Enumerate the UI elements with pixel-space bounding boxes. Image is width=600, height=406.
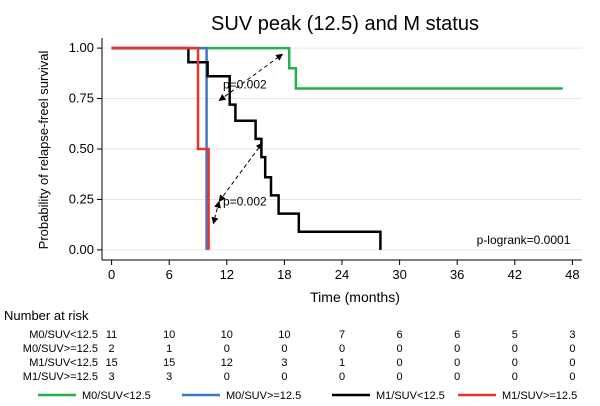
- y-tick-label: 0.00: [69, 242, 94, 257]
- risk-row-label: M0/SUV>=12.5: [23, 343, 98, 355]
- risk-row-label: M1/SUV<12.5: [29, 357, 98, 369]
- x-tick-label: 24: [335, 267, 349, 282]
- risk-row-label: M1/SUV>=12.5: [23, 371, 98, 383]
- x-tick-label: 42: [508, 267, 522, 282]
- risk-cell: 0: [512, 343, 518, 355]
- risk-cell: 0: [397, 371, 403, 383]
- risk-cell: 0: [281, 343, 287, 355]
- risk-cell: 5: [512, 329, 518, 341]
- risk-row-label: M0/SUV<12.5: [29, 329, 98, 341]
- annotation-1: p=0.002: [223, 77, 267, 91]
- legend-label: M1/SUV>=12.5: [502, 390, 577, 402]
- risk-cell: 0: [454, 357, 460, 369]
- comparison-arrow: [211, 200, 221, 225]
- legend-label: M0/SUV<12.5: [82, 390, 151, 402]
- series-line-4: [111, 46, 210, 250]
- x-axis-label: Time (months): [310, 289, 400, 305]
- risk-cell: 0: [569, 343, 575, 355]
- risk-cell: 7: [339, 329, 345, 341]
- risk-cell: 15: [105, 357, 117, 369]
- annotation-2: p=0.002: [223, 194, 267, 208]
- comparison-arrow: [218, 142, 263, 203]
- y-tick-label: 0.25: [69, 191, 94, 206]
- risk-cell: 3: [569, 329, 575, 341]
- risk-cell: 3: [109, 371, 115, 383]
- x-tick-label: 12: [220, 267, 234, 282]
- annotation-3: p-logrank=0.0001: [477, 233, 571, 247]
- x-tick-label: 30: [392, 267, 406, 282]
- comparison-arrow: [218, 53, 284, 101]
- risk-cell: 0: [224, 343, 230, 355]
- series-line-1: [111, 46, 563, 90]
- series-line-3: [111, 46, 382, 250]
- risk-cell: 0: [339, 343, 345, 355]
- risk-cell: 0: [454, 343, 460, 355]
- risk-cell: 0: [339, 371, 345, 383]
- risk-cell: 0: [454, 371, 460, 383]
- risk-cell: 0: [397, 357, 403, 369]
- risk-cell: 3: [166, 371, 172, 383]
- risk-cell: 11: [106, 329, 117, 341]
- risk-cell: 10: [278, 329, 290, 341]
- x-tick-label: 18: [277, 267, 291, 282]
- risk-cell: 0: [569, 371, 575, 383]
- x-tick-label: 0: [108, 267, 115, 282]
- risk-table-title: Number at risk: [4, 308, 89, 323]
- y-axis-label: Probability of relapse-freel survival: [36, 51, 51, 250]
- chart-title: SUV peak (12.5) and M status: [211, 13, 479, 35]
- risk-cell: 15: [163, 357, 175, 369]
- risk-cell: 0: [512, 371, 518, 383]
- risk-cell: 1: [339, 357, 345, 369]
- y-tick-label: 0.75: [69, 91, 94, 106]
- x-tick-label: 48: [565, 267, 579, 282]
- y-tick-label: 0.50: [69, 141, 94, 156]
- risk-cell: 0: [281, 371, 287, 383]
- risk-cell: 0: [569, 357, 575, 369]
- risk-cell: 0: [224, 371, 230, 383]
- risk-cell: 0: [397, 343, 403, 355]
- risk-cell: 3: [281, 357, 287, 369]
- risk-cell: 6: [397, 329, 403, 341]
- legend-label: M0/SUV>=12.5: [226, 390, 301, 402]
- risk-cell: 12: [221, 357, 233, 369]
- risk-cell: 10: [163, 329, 175, 341]
- x-tick-label: 6: [166, 267, 173, 282]
- risk-cell: 2: [109, 343, 115, 355]
- risk-cell: 10: [221, 329, 233, 341]
- risk-cell: 1: [166, 343, 172, 355]
- y-tick-label: 1.00: [69, 40, 94, 55]
- risk-cell: 6: [454, 329, 460, 341]
- legend-label: M1/SUV<12.5: [376, 390, 445, 402]
- risk-cell: 0: [512, 357, 518, 369]
- x-tick-label: 36: [450, 267, 464, 282]
